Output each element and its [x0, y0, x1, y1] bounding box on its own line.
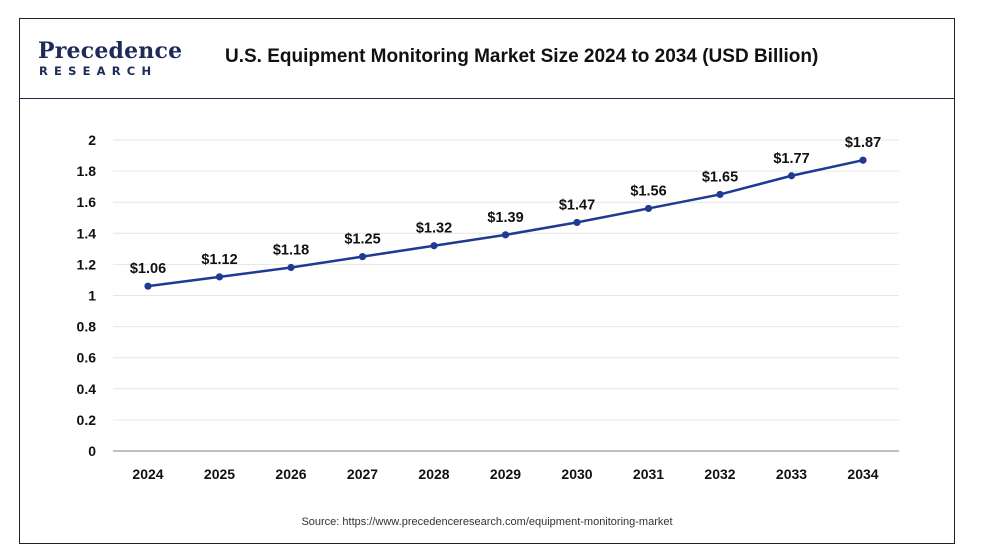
y-tick-label: 2 — [88, 132, 96, 148]
y-tick-label: 1.6 — [77, 194, 97, 210]
y-axis-ticks: 0 0.2 0.4 0.6 0.8 1 1.2 1.4 1.6 1.8 2 — [77, 132, 97, 459]
data-point — [430, 242, 438, 250]
data-label: $1.06 — [130, 261, 166, 277]
chart-header: Precedence RESEARCH U.S. Equipment Monit… — [20, 19, 954, 99]
data-label: $1.32 — [416, 221, 452, 237]
y-tick-label: 0.2 — [77, 412, 97, 428]
y-tick-label: 0.8 — [77, 319, 97, 335]
data-label: $1.18 — [273, 243, 309, 259]
data-point — [501, 231, 510, 239]
x-tick-label: 2034 — [847, 466, 878, 482]
data-point — [215, 273, 224, 281]
logo-wordmark: Precedence — [38, 38, 183, 64]
y-tick-label: 1 — [88, 288, 96, 304]
y-tick-label: 1.8 — [77, 163, 97, 179]
data-point — [787, 172, 796, 180]
data-label: $1.77 — [773, 151, 809, 167]
x-tick-label: 2033 — [776, 466, 807, 482]
data-point — [358, 253, 367, 261]
chart-frame: Precedence RESEARCH U.S. Equipment Monit… — [19, 18, 955, 544]
x-tick-label: 2027 — [347, 466, 378, 482]
data-point — [144, 282, 152, 290]
data-label: $1.56 — [630, 183, 666, 199]
data-point — [859, 156, 867, 164]
x-tick-label: 2029 — [490, 466, 521, 482]
x-tick-label: 2028 — [418, 466, 449, 482]
data-label: $1.12 — [201, 252, 237, 268]
data-point — [644, 204, 653, 213]
x-tick-label: 2030 — [561, 466, 592, 482]
data-point — [716, 190, 724, 199]
gridlines — [113, 139, 899, 452]
x-tick-label: 2025 — [204, 466, 235, 482]
data-label: $1.25 — [344, 232, 380, 248]
chart-title: U.S. Equipment Monitoring Market Size 20… — [225, 46, 819, 67]
x-tick-label: 2032 — [704, 466, 735, 482]
data-label: $1.39 — [487, 210, 523, 226]
y-tick-label: 1.4 — [77, 225, 97, 241]
data-label: $1.47 — [559, 197, 595, 213]
logo-subtitle: RESEARCH — [39, 64, 158, 78]
data-label: $1.65 — [702, 169, 738, 185]
source-note: Source: https://www.precedenceresearch.c… — [301, 516, 673, 528]
data-labels: $1.06 $1.12 $1.18 $1.25 $1.32 $1.39 $1.47 $1.56… — [130, 135, 881, 277]
data-point — [287, 263, 295, 272]
y-tick-label: 1.2 — [77, 256, 97, 272]
y-tick-label: 0.6 — [77, 350, 97, 366]
data-points — [144, 156, 867, 290]
y-tick-label: 0.4 — [77, 381, 97, 397]
x-tick-label: 2024 — [132, 466, 163, 482]
precedence-research-logo: Precedence RESEARCH — [38, 38, 182, 80]
data-label: $1.87 — [845, 135, 881, 151]
data-point — [573, 218, 581, 227]
x-tick-label: 2026 — [275, 466, 306, 482]
x-tick-label: 2031 — [633, 466, 664, 482]
y-tick-label: 0 — [88, 443, 96, 459]
x-axis-ticks: 2024 2025 2026 2027 2028 2029 2030 2031 2032 2033… — [132, 466, 878, 482]
